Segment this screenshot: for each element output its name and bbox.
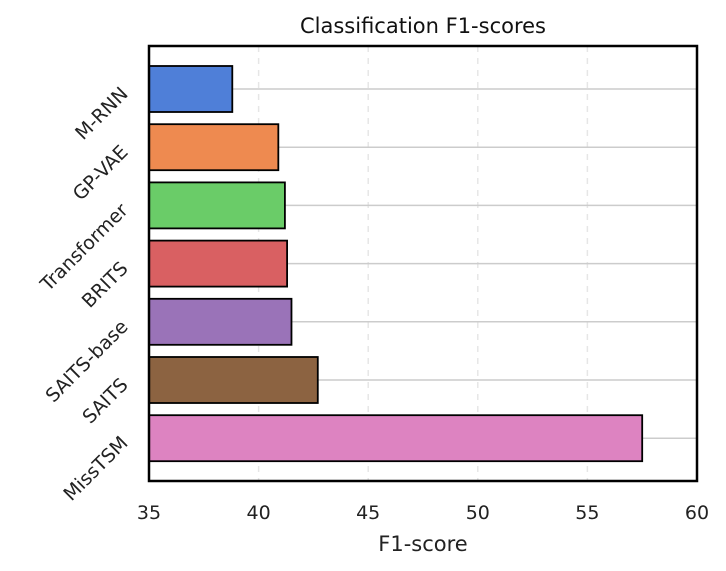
chart-title: Classification F1-scores (300, 14, 546, 38)
bar-saits (148, 356, 319, 404)
x-axis-label: F1-score (378, 532, 467, 556)
bar-saits-base (148, 297, 293, 346)
x-tick-label: 45 (356, 502, 380, 524)
bar-brits (148, 239, 288, 288)
x-tick-labels: 35 40 45 50 55 60 (137, 502, 709, 524)
category-label: SAITS (78, 374, 132, 428)
bar-m-rnn (148, 65, 234, 113)
bar-gp-vae (148, 123, 280, 172)
x-tick-label: 60 (685, 502, 709, 524)
category-label: M-RNN (71, 83, 132, 144)
bar-misstsm (148, 414, 644, 463)
category-label: GP-VAE (69, 141, 133, 205)
y-tick-labels: M-RNNGP-VAETransformerBRITSSAITS-baseSAI… (36, 83, 133, 505)
bars (148, 65, 644, 463)
plot-frame (147, 44, 699, 483)
x-tick-label: 50 (466, 502, 490, 524)
x-tick-label: 35 (137, 502, 161, 524)
x-tick-label: 40 (247, 502, 271, 524)
category-label: MissTSM (59, 432, 132, 505)
category-label: BRITS (78, 258, 133, 313)
bar-transformer (148, 181, 286, 230)
x-tick-label: 55 (575, 502, 599, 524)
